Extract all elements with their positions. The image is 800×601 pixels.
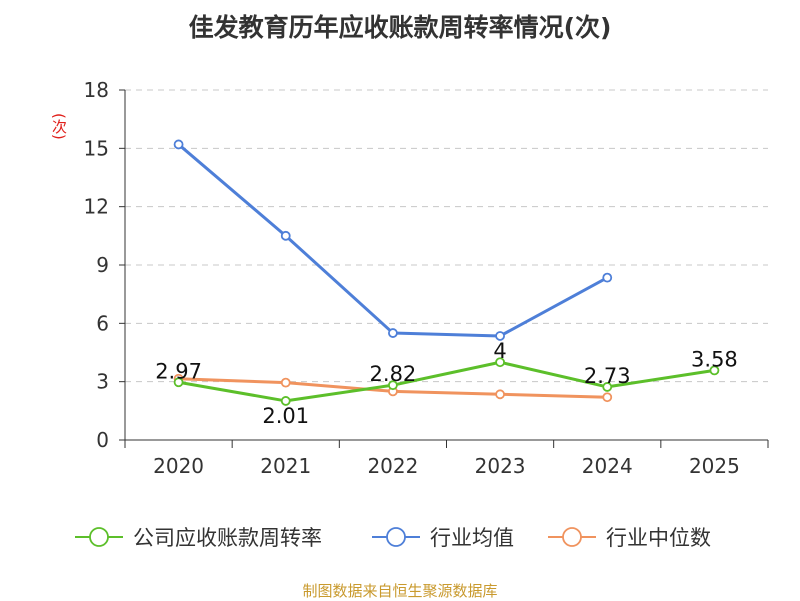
x-tick-label: 2021 — [260, 454, 311, 478]
legend-marker — [562, 527, 582, 547]
legend[interactable]: 公司应收账款周转率 行业均值 行业中位数 — [75, 526, 711, 550]
data-point — [495, 357, 505, 368]
data-label: 3.58 — [691, 347, 738, 371]
data-point — [495, 331, 505, 341]
data-label: 2.73 — [584, 364, 631, 388]
data-point — [280, 230, 291, 241]
data-label: 4 — [493, 339, 506, 363]
legend-label: 行业中位数 — [606, 526, 711, 550]
axes: 0 3 6 9 12 15 18 2020 2021 2022 2023 2024 2025 — [84, 78, 769, 478]
x-tick-label: 2023 — [475, 454, 526, 478]
series-line — [178, 360, 715, 403]
data-labels: 2.97 2.01 2.82 4 2.73 3.58 — [155, 339, 738, 428]
legend-marker — [89, 527, 109, 547]
data-point — [602, 392, 613, 403]
series-line — [177, 143, 608, 338]
data-point — [173, 377, 184, 388]
y-tick-label: 0 — [96, 428, 109, 452]
y-axis-unit-label: (次) — [50, 113, 68, 140]
data-label: 2.82 — [370, 362, 417, 386]
data-point — [495, 389, 505, 400]
data-point — [388, 380, 398, 391]
y-tick-label: 3 — [96, 370, 109, 394]
y-tick-label: 9 — [96, 253, 109, 277]
data-point — [173, 139, 184, 150]
series-group — [173, 139, 720, 406]
chart-title: 佳发教育历年应收账款周转率情况(次) — [188, 13, 612, 42]
data-label: 2.01 — [262, 404, 309, 428]
x-tick-label: 2020 — [153, 454, 204, 478]
data-label: 2.97 — [155, 359, 202, 383]
legend-label: 行业均值 — [430, 526, 514, 550]
x-tick-label: 2024 — [582, 454, 633, 478]
legend-label: 公司应收账款周转率 — [133, 526, 322, 550]
data-point — [388, 328, 398, 338]
y-tick-label: 15 — [84, 136, 109, 160]
source-note: 制图数据来自恒生聚源数据库 — [302, 582, 498, 600]
legend-marker — [386, 527, 406, 547]
x-tick-label: 2025 — [689, 454, 740, 478]
data-point — [709, 365, 720, 376]
y-tick-label: 12 — [84, 195, 109, 219]
data-point — [280, 396, 291, 406]
data-point — [602, 272, 613, 283]
grid-lines — [125, 89, 768, 383]
y-tick-label: 18 — [84, 78, 109, 102]
x-tick-label: 2022 — [367, 454, 418, 478]
data-point — [280, 377, 291, 388]
y-tick-label: 6 — [96, 311, 109, 335]
data-point — [602, 382, 613, 392]
